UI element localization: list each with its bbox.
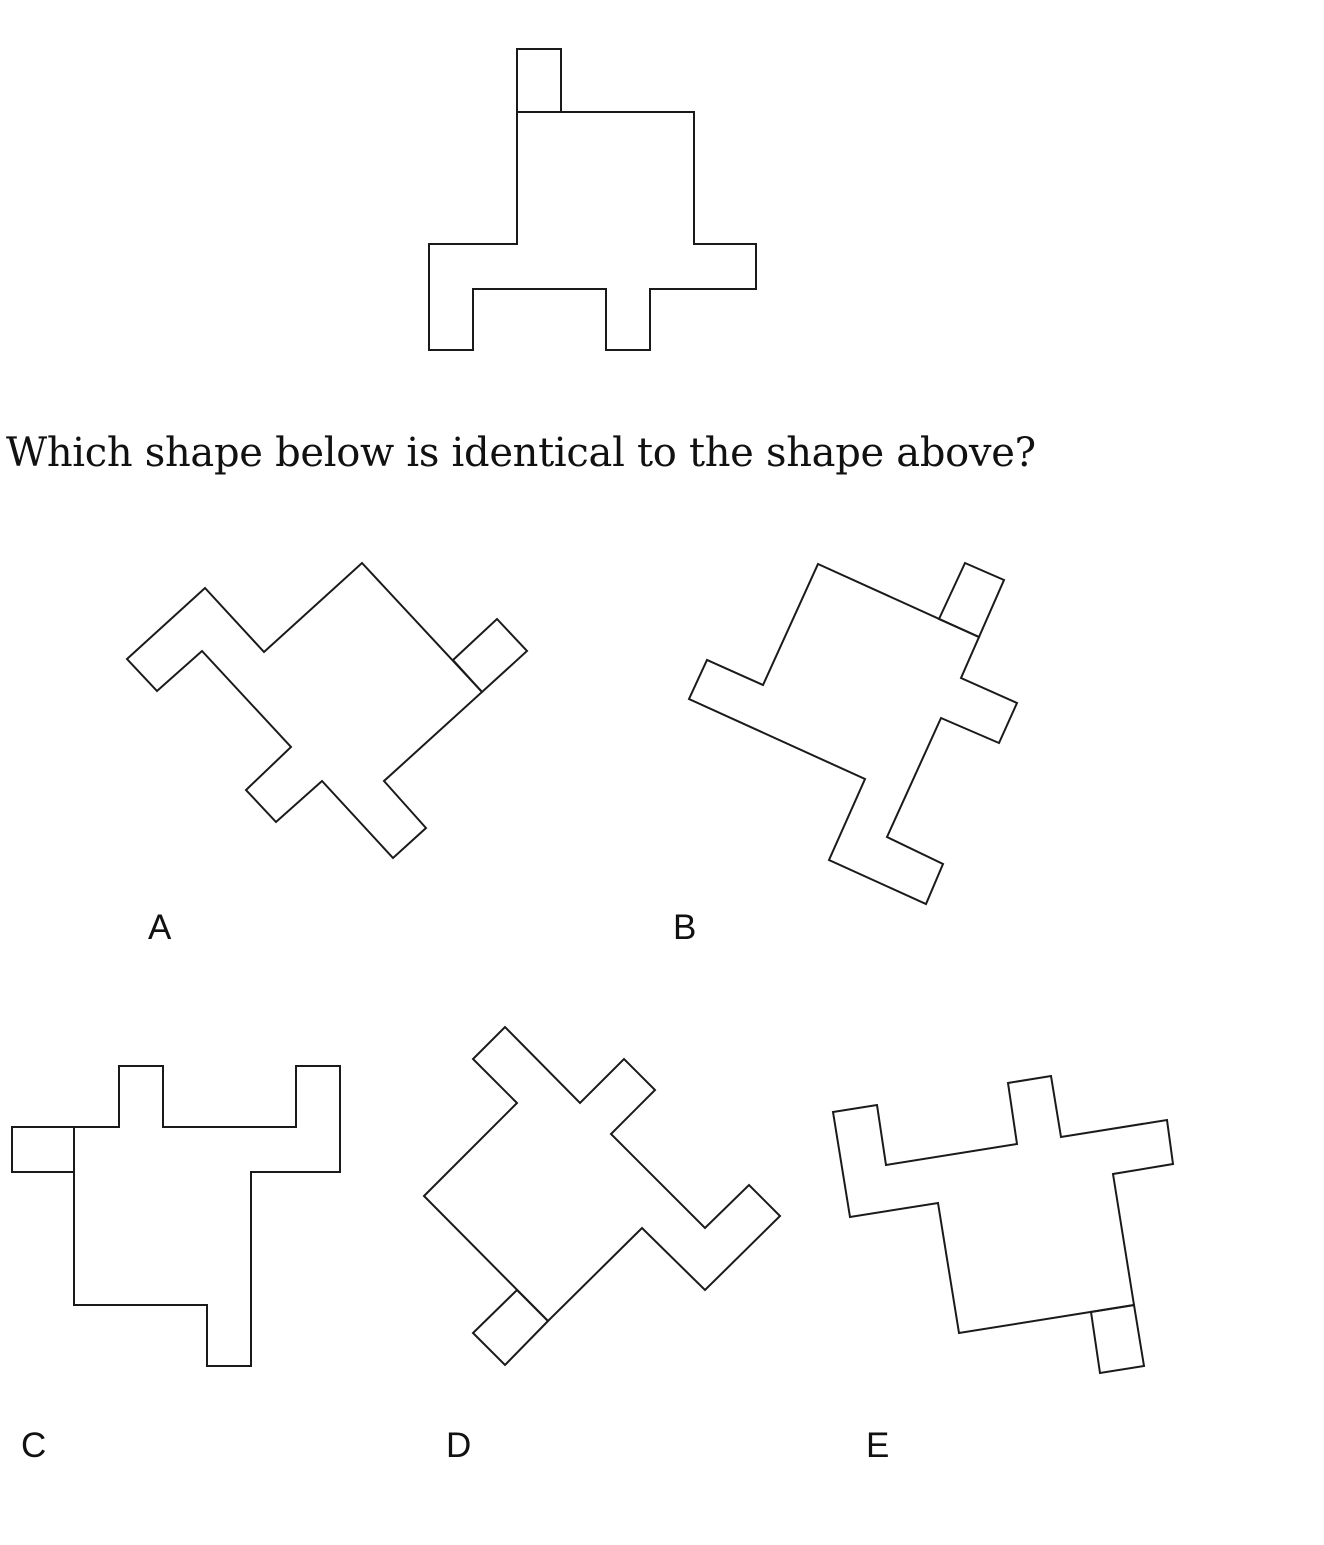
option-a-label[interactable]: A [148, 908, 172, 947]
option-b-tab [937, 561, 1006, 639]
option-c-tab [11, 1126, 75, 1173]
option-a-tab [451, 617, 529, 694]
option-e-body [831, 1074, 1175, 1335]
option-c-body [73, 1065, 341, 1367]
option-e-label[interactable]: E [866, 1426, 890, 1465]
reference-shape-tab [516, 48, 562, 113]
option-e-tab [1089, 1303, 1146, 1375]
option-d-tab [471, 1288, 550, 1367]
reference-shape-body [428, 111, 757, 351]
option-b-shape[interactable] [687, 561, 1019, 906]
option-d-body [422, 1025, 782, 1323]
reference-shape [428, 48, 757, 351]
option-d-label[interactable]: D [446, 1426, 472, 1465]
option-d-shape[interactable] [422, 1025, 782, 1367]
option-c-label[interactable]: C [21, 1426, 47, 1465]
question-text: Which shape below is identical to the sh… [6, 430, 1036, 476]
option-b-label[interactable]: B [673, 908, 697, 947]
option-a-shape[interactable] [125, 561, 529, 860]
option-b-body [687, 562, 1019, 906]
option-c-shape[interactable] [11, 1065, 341, 1367]
option-a-body [125, 561, 484, 860]
option-e-shape[interactable] [831, 1074, 1175, 1375]
